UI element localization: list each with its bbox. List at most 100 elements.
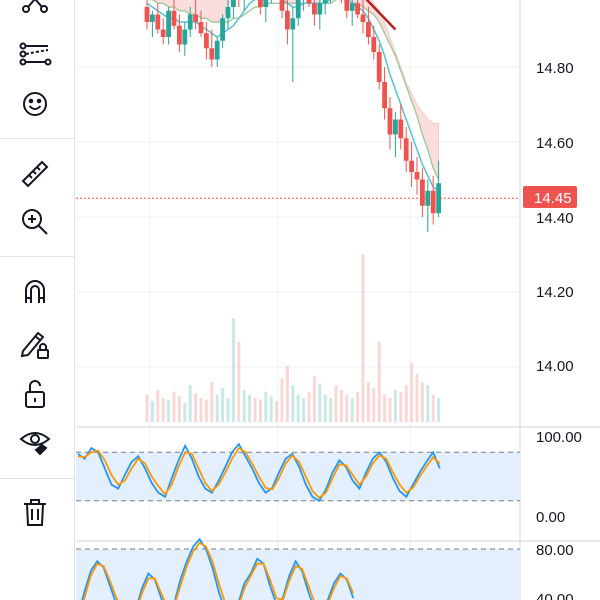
eye-icon[interactable] [12,418,58,462]
volume-bar [237,342,241,422]
candlestick [166,7,171,45]
volume-bar [410,362,414,422]
candlestick [355,0,360,19]
candle-body [414,172,420,180]
volume-bar [172,391,176,422]
stoch-tick-label: 100.00 [536,429,582,446]
volume-bar [383,394,387,422]
volume-bar [388,398,392,422]
candle-body [209,48,215,60]
candlestick [403,127,409,172]
candlestick [349,0,355,26]
candlestick [382,67,387,120]
candle-body [160,29,166,37]
volume-bar [194,393,198,422]
volume-bar [296,394,300,422]
trash-icon[interactable] [12,490,58,534]
candlestick [420,168,425,217]
volume-bar [210,382,214,422]
candlestick [312,0,317,26]
volume-bar [404,385,408,422]
volume-bar [302,398,306,422]
pencil-lock-icon[interactable] [12,322,58,366]
candle-body [317,3,323,15]
candle-body [382,82,387,109]
volume-bar [161,398,165,422]
magnet-icon[interactable] [12,270,58,314]
volume-bar [231,318,235,422]
volume-bar [253,398,257,422]
candlestick [193,0,198,30]
candlestick [182,22,188,56]
candlestick [387,97,393,150]
price-tick-label: 14.80 [536,60,574,77]
price-pane[interactable] [76,0,520,422]
volume-bar [145,394,149,422]
trend-line [365,0,397,31]
pattern-tool-icon[interactable] [12,0,58,34]
candle-body [398,119,404,139]
toolbar-divider [0,256,74,257]
candlestick [436,160,441,217]
zoom-in-icon[interactable] [12,200,58,244]
price-tick-label: 14.00 [536,358,574,375]
candlestick [371,25,377,60]
volume-bar [393,390,397,422]
k-line [81,537,355,600]
candle-body [430,190,436,214]
candlestick [425,179,431,232]
candle-body [436,183,441,214]
candle-body [155,14,161,30]
candlestick [430,175,436,225]
candlestick [187,7,193,37]
volume-bar [345,394,349,422]
candlestick [340,0,342,4]
candle-body [360,14,366,22]
candle-body [393,119,398,135]
candlestick [225,0,231,30]
smiley-icon[interactable] [12,82,58,126]
candle-body [279,0,285,11]
volume-bar [312,375,316,422]
overbought-oversold-band [76,452,520,501]
volume-bar [215,394,219,422]
osc-tick-label: 40.00 [536,591,574,600]
candle-body [376,52,382,82]
stochastic-pane[interactable] [76,442,520,503]
candlestick [409,142,414,187]
ruler-icon[interactable] [12,152,58,196]
price-axis[interactable]: 14.80 14.60 14.40 14.20 14.00 100.00 0.0… [523,60,582,600]
forecast-tool-icon[interactable] [12,32,58,76]
drawing-toolbar [0,0,75,600]
candlestick [279,0,285,19]
volume-bar [156,390,160,422]
candle-body [403,138,409,161]
volume-bar [339,390,343,422]
d-line [77,446,441,499]
candlestick [317,0,323,30]
candle-body [312,3,317,15]
volume-bar [258,399,262,422]
candlestick [238,0,240,7]
candle-body [387,108,393,135]
last-price-label: 14.45 [534,190,572,207]
unlock-icon[interactable] [12,372,58,416]
volume-bar [188,385,192,422]
candle-body [220,18,225,41]
candlestick [209,29,215,67]
price-tick-label: 14.60 [536,135,574,152]
volume-bar [318,383,322,422]
candlestick [198,10,204,37]
candlestick [393,112,398,157]
oscillator-pane[interactable] [76,537,520,600]
candle-body [349,3,355,11]
volume-bar [285,366,289,422]
volume-bar [275,401,279,422]
candle-body [409,160,414,172]
candlestick [214,37,220,67]
candlestick [376,44,382,90]
candlestick [204,22,209,60]
volume-bar [431,394,435,422]
grid-lines [76,0,600,600]
